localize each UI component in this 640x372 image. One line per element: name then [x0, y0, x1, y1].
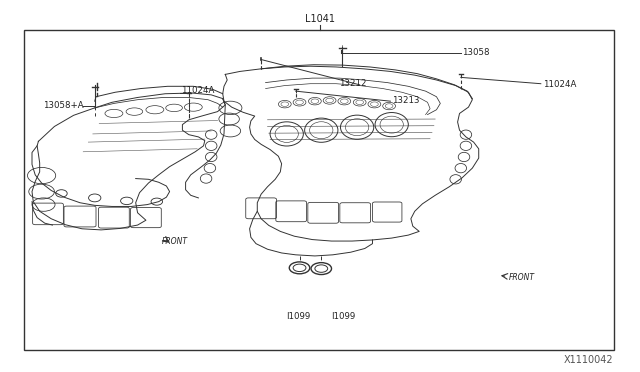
Text: 13058+A: 13058+A — [43, 101, 83, 110]
Text: 11024A: 11024A — [181, 86, 214, 95]
Text: FRONT: FRONT — [162, 237, 188, 246]
Text: 13212: 13212 — [339, 79, 367, 88]
Text: 11024A: 11024A — [543, 80, 576, 89]
Text: X1110042: X1110042 — [563, 355, 613, 365]
Bar — [24, 30, 614, 350]
Text: FRONT: FRONT — [509, 273, 535, 282]
Text: 13213: 13213 — [392, 96, 419, 105]
Text: 13058: 13058 — [462, 48, 490, 57]
Text: I1099: I1099 — [332, 312, 356, 321]
Text: I1099: I1099 — [286, 312, 310, 321]
Text: L1041: L1041 — [305, 14, 335, 24]
